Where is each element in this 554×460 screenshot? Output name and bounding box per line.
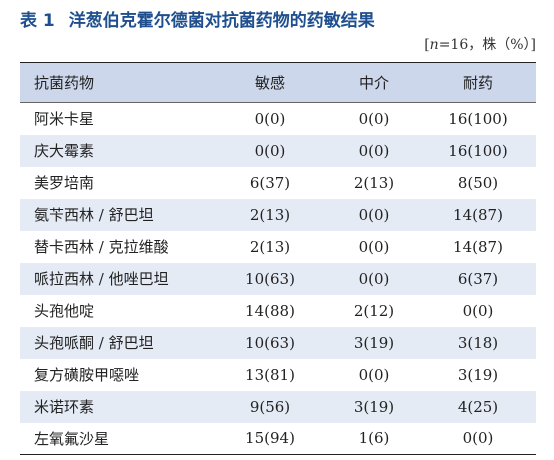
antibiotic-cell: 米诺环素	[34, 398, 95, 416]
sensitive-cell: 13(81)	[245, 365, 295, 384]
table-row: 阿米卡星 0(0) 0(0) 16(100)	[20, 103, 536, 135]
sensitive-cell: 9(56)	[249, 397, 291, 416]
unit-n: n	[429, 37, 439, 53]
header-resistant: 耐药	[420, 62, 536, 103]
resistant-cell: 16(100)	[448, 109, 508, 128]
resistant-cell: 0(0)	[420, 422, 536, 455]
antibiotic-cell: 左氧氟沙星	[20, 422, 212, 455]
intermediate-cell: 2(12)	[353, 301, 395, 320]
sensitive-cell: 15(94)	[212, 422, 328, 455]
antibiotic-cell: 美罗培南	[34, 174, 95, 192]
table-row: 哌拉西林 / 他唑巴坦 10(63) 0(0) 6(37)	[20, 262, 536, 295]
table-row: 左氧氟沙星 15(94) 1(6) 0(0)	[20, 422, 536, 455]
table-row: 氨苄西林 / 舒巴坦 2(13) 0(0) 14(87)	[20, 198, 536, 231]
antibiotic-cell: 哌拉西林 / 他唑巴坦	[34, 270, 169, 288]
intermediate-cell: 2(13)	[353, 173, 395, 192]
antibiotic-cell: 庆大霉素	[34, 142, 95, 160]
table-body: 阿米卡星 0(0) 0(0) 16(100) 庆大霉素 0(0) 0(0) 16(100) 美罗…	[20, 103, 536, 455]
unit-open: [	[424, 37, 430, 53]
antibiotic-cell: 复方磺胺甲噁唑	[34, 366, 140, 384]
resistant-cell: 3(18)	[457, 333, 499, 352]
sensitive-cell: 2(13)	[249, 237, 291, 256]
table-row: 复方磺胺甲噁唑 13(81) 0(0) 3(19)	[20, 359, 536, 391]
sensitive-cell: 6(37)	[249, 173, 291, 192]
resistant-cell: 8(50)	[457, 173, 499, 192]
header-sensitive: 敏感	[212, 62, 328, 103]
intermediate-cell: 1(6)	[328, 422, 420, 455]
intermediate-cell: 0(0)	[358, 237, 390, 256]
table-row: 头孢哌酮 / 舒巴坦 10(63) 3(19) 3(18)	[20, 326, 536, 359]
sensitive-cell: 0(0)	[254, 141, 286, 160]
intermediate-cell: 0(0)	[358, 141, 390, 160]
table-row: 美罗培南 6(37) 2(13) 8(50)	[20, 167, 536, 199]
table-label: 表 1	[20, 10, 55, 31]
table-title: 表 1 洋葱伯克霍尔德菌对抗菌药物的药敏结果	[20, 6, 375, 31]
antibiotic-cell: 头孢他啶	[34, 302, 95, 320]
intermediate-cell: 0(0)	[358, 109, 390, 128]
antibiotic-cell: 替卡西林 / 克拉维酸	[34, 238, 169, 256]
intermediate-cell: 3(19)	[353, 333, 395, 352]
resistant-cell: 14(87)	[453, 237, 503, 256]
resistant-cell: 16(100)	[448, 141, 508, 160]
sensitive-cell: 10(63)	[245, 333, 295, 352]
sensitive-cell: 0(0)	[254, 109, 286, 128]
table-header-row: 抗菌药物 敏感 中介 耐药	[20, 62, 536, 103]
table-row: 米诺环素 9(56) 3(19) 4(25)	[20, 390, 536, 423]
sensitive-cell: 2(13)	[249, 205, 291, 224]
antibiotic-cell: 阿米卡星	[34, 110, 95, 129]
table-row: 头孢他啶 14(88) 2(12) 0(0)	[20, 295, 536, 327]
susceptibility-table: 抗菌药物 敏感 中介 耐药 阿米卡星 0(0) 0(0) 16(100) 庆大霉素 0(0…	[20, 62, 536, 455]
sensitive-cell: 14(88)	[245, 301, 295, 320]
intermediate-cell: 0(0)	[358, 205, 390, 224]
antibiotic-cell: 氨苄西林 / 舒巴坦	[34, 206, 154, 224]
header-antibiotic: 抗菌药物	[20, 62, 212, 103]
table-row: 庆大霉素 0(0) 0(0) 16(100)	[20, 134, 536, 167]
resistant-cell: 0(0)	[462, 301, 494, 320]
resistant-cell: 14(87)	[453, 205, 503, 224]
sensitive-cell: 10(63)	[245, 269, 295, 288]
antibiotic-cell: 头孢哌酮 / 舒巴坦	[34, 334, 154, 352]
table-row: 替卡西林 / 克拉维酸 2(13) 0(0) 14(87)	[20, 231, 536, 263]
table-unit-note: [n=16，株（%）]	[424, 34, 536, 54]
resistant-cell: 6(37)	[457, 269, 499, 288]
unit-rest: =16，株（%）]	[438, 37, 536, 53]
intermediate-cell: 0(0)	[358, 269, 390, 288]
table-title-text: 洋葱伯克霍尔德菌对抗菌药物的药敏结果	[68, 10, 375, 31]
intermediate-cell: 3(19)	[353, 397, 395, 416]
header-intermediate: 中介	[328, 62, 420, 103]
intermediate-cell: 0(0)	[358, 365, 390, 384]
resistant-cell: 3(19)	[457, 365, 499, 384]
resistant-cell: 4(25)	[457, 397, 499, 416]
